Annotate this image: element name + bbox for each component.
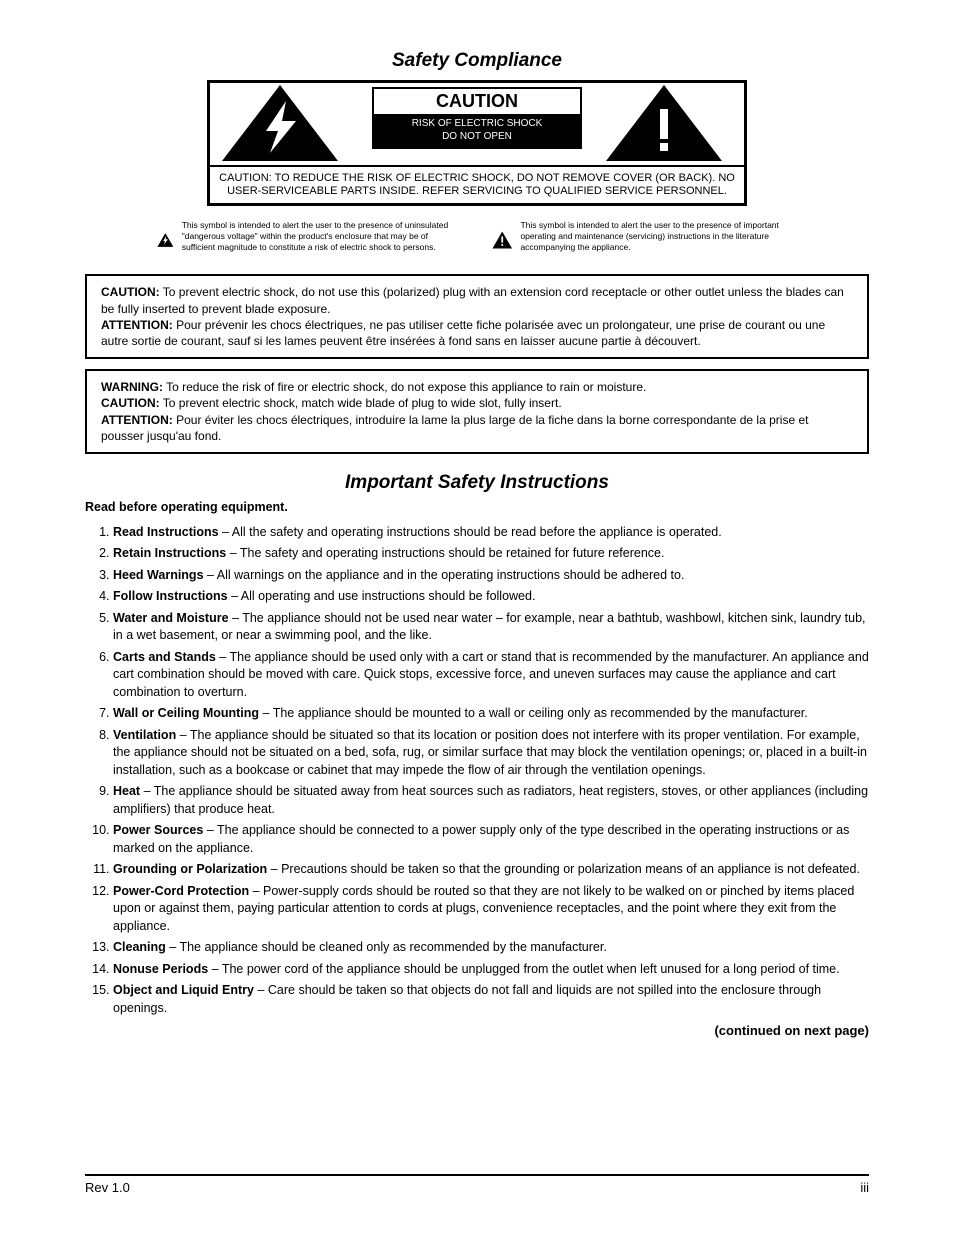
caution-box-2: WARNING: To reduce the risk of fire or e… <box>85 369 869 454</box>
page-title: Safety Compliance <box>85 50 869 72</box>
instruction-item: Cleaning – The appliance should be clean… <box>113 939 869 957</box>
symbol-explanations: This symbol is intended to alert the use… <box>157 220 797 260</box>
instruction-item: Carts and Stands – The appliance should … <box>113 649 869 702</box>
exclamation-triangle-icon <box>604 83 724 163</box>
instruction-item: Object and Liquid Entry – Care should be… <box>113 982 869 1017</box>
caution-label-top: CAUTION RISK OF ELECTRIC SHOCK DO NOT OP… <box>210 83 744 165</box>
lightning-triangle-icon <box>220 83 340 163</box>
instructions-list: Read Instructions – All the safety and o… <box>85 524 869 1018</box>
instruction-item: Power Sources – The appliance should be … <box>113 822 869 857</box>
warning-explanation-text: This symbol is intended to alert the use… <box>520 220 797 252</box>
caution-label: CAUTION RISK OF ELECTRIC SHOCK DO NOT OP… <box>207 80 747 206</box>
exclamation-triangle-icon <box>492 220 512 260</box>
caution-bottom-text: CAUTION: TO REDUCE THE RISK OF ELECTRIC … <box>210 165 744 203</box>
lightning-triangle-icon <box>157 220 174 260</box>
instruction-item: Water and Moisture – The appliance shoul… <box>113 610 869 645</box>
shock-explanation: This symbol is intended to alert the use… <box>157 220 462 260</box>
caution-heading: CAUTION <box>374 89 580 114</box>
instruction-item: Heat – The appliance should be situated … <box>113 783 869 818</box>
caution-box-1: CAUTION: To prevent electric shock, do n… <box>85 274 869 359</box>
shock-triangle <box>210 83 350 165</box>
warning-explanation: This symbol is intended to alert the use… <box>492 220 797 260</box>
instruction-item: Ventilation – The appliance should be si… <box>113 727 869 780</box>
instruction-item: Heed Warnings – All warnings on the appl… <box>113 567 869 585</box>
continued-note: (continued on next page) <box>85 1023 869 1038</box>
read-before-line: Read before operating equipment. <box>85 500 869 514</box>
caution-subheading: RISK OF ELECTRIC SHOCK DO NOT OPEN <box>374 114 580 147</box>
instruction-item: Nonuse Periods – The power cord of the a… <box>113 961 869 979</box>
instructions-heading: Important Safety Instructions <box>85 472 869 494</box>
footer-revision: Rev 1.0 <box>85 1180 130 1195</box>
warning-triangle <box>604 83 744 165</box>
caution-plate: CAUTION RISK OF ELECTRIC SHOCK DO NOT OP… <box>350 83 604 165</box>
instruction-item: Read Instructions – All the safety and o… <box>113 524 869 542</box>
shock-explanation-text: This symbol is intended to alert the use… <box>182 220 462 252</box>
page-container: Safety Compliance CAUTION RISK OF ELECTR… <box>0 0 954 1038</box>
instruction-item: Wall or Ceiling Mounting – The appliance… <box>113 705 869 723</box>
instruction-item: Grounding or Polarization – Precautions … <box>113 861 869 879</box>
instruction-item: Follow Instructions – All operating and … <box>113 588 869 606</box>
instruction-item: Power-Cord Protection – Power-supply cor… <box>113 883 869 936</box>
instruction-item: Retain Instructions – The safety and ope… <box>113 545 869 563</box>
page-footer: Rev 1.0 iii <box>85 1174 869 1195</box>
footer-page-number: iii <box>860 1180 869 1195</box>
